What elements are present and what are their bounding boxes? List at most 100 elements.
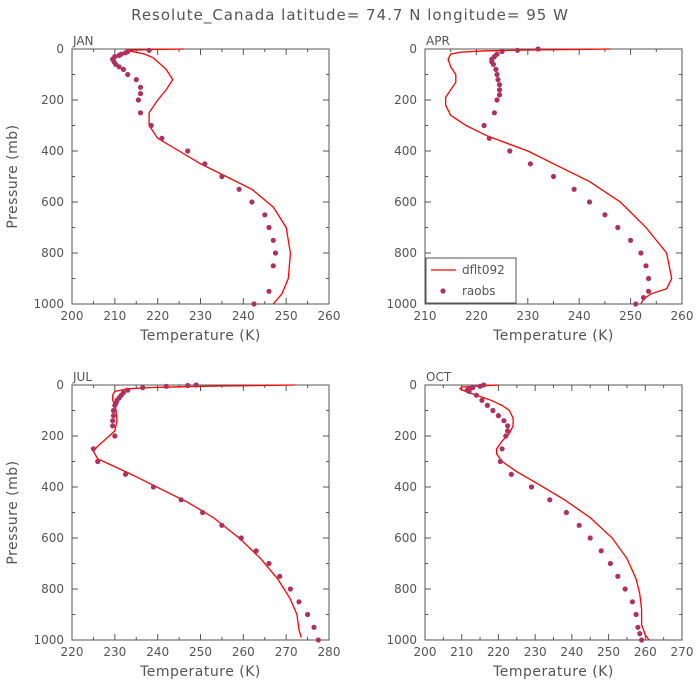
legend-label-obs: raobs [462, 284, 496, 298]
data-point [110, 418, 116, 424]
y-tick-label: 400 [41, 144, 64, 158]
data-point [628, 237, 634, 243]
y-tick-label: 800 [394, 582, 417, 596]
x-tick-label: 280 [318, 645, 341, 659]
x-tick-label: 260 [232, 645, 255, 659]
legend-label-model: dflt092 [462, 263, 505, 277]
data-point [116, 64, 122, 70]
x-tick-label: 240 [146, 645, 169, 659]
panel-label: JAN [72, 34, 94, 48]
data-point [178, 497, 184, 503]
x-tick-label: 210 [450, 645, 473, 659]
y-tick-label: 1000 [33, 297, 64, 311]
x-tick-label: 250 [275, 309, 298, 323]
data-point [495, 413, 501, 419]
data-point [490, 407, 496, 414]
data-point [473, 392, 479, 398]
y-tick-label: 0 [409, 42, 417, 56]
data-point [251, 301, 257, 307]
y-axis-label: Pressure (mb) [5, 460, 21, 564]
series-line-dflt092 [458, 384, 650, 641]
data-point [125, 387, 131, 393]
x-tick-label: 200 [61, 309, 84, 323]
x-tick-label: 210 [103, 309, 126, 323]
data-point [615, 224, 621, 231]
data-point [137, 84, 144, 90]
x-tick-label: 210 [414, 309, 437, 323]
data-point [135, 97, 141, 103]
series-points-raobs [464, 382, 645, 643]
data-point [133, 77, 139, 83]
data-point [481, 122, 487, 129]
data-point [266, 560, 272, 567]
x-axis-label: Temperature (K) [139, 664, 261, 680]
data-point [587, 535, 593, 541]
data-point [137, 110, 144, 116]
data-point [122, 50, 129, 56]
x-axis-label: Temperature (K) [139, 328, 261, 344]
series-points-raobs [110, 47, 279, 307]
x-tick-label: 250 [597, 645, 620, 659]
data-point [110, 423, 116, 429]
data-point [112, 433, 118, 439]
y-tick-label: 1000 [33, 633, 64, 647]
data-point [576, 522, 582, 528]
data-point [547, 497, 553, 503]
data-point [146, 47, 152, 53]
series-line-dflt092 [444, 48, 673, 305]
data-point [311, 624, 317, 630]
y-tick-label: 0 [56, 42, 64, 56]
y-tick-label: 0 [409, 378, 417, 392]
data-point [219, 173, 225, 180]
data-point [639, 637, 645, 643]
data-point [315, 637, 321, 643]
data-point [236, 186, 242, 192]
data-point [493, 66, 499, 72]
x-tick-label: 270 [275, 645, 298, 659]
data-point [505, 423, 511, 429]
data-point [496, 92, 503, 98]
chart-panels: 200 210 220 230 240 250 260 0 200 400 600 800 1000 Te… [5, 34, 693, 680]
data-point [185, 382, 191, 389]
data-point [270, 263, 276, 269]
y-tick-label: 400 [394, 144, 417, 158]
y-tick-label: 600 [41, 195, 64, 209]
data-point [535, 46, 541, 52]
y-tick-label: 200 [394, 429, 417, 443]
data-point [185, 148, 191, 154]
y-tick-label: 600 [394, 195, 417, 209]
data-point [148, 122, 154, 129]
y-tick-label: 0 [56, 378, 64, 392]
data-point [508, 471, 514, 477]
data-point [140, 385, 146, 391]
data-point [122, 471, 129, 477]
x-tick-label: 220 [61, 645, 84, 659]
data-point [646, 275, 652, 282]
data-point [120, 66, 126, 72]
data-point [238, 535, 244, 541]
data-point [495, 77, 501, 83]
data-point [494, 97, 500, 103]
y-tick-label: 800 [394, 246, 417, 260]
x-tick-label: 230 [103, 645, 126, 659]
x-tick-label: 260 [318, 309, 341, 323]
data-point [262, 212, 268, 218]
series-line-dflt092 [92, 384, 302, 638]
data-point [266, 288, 272, 294]
x-tick-label: 230 [189, 309, 212, 323]
data-point [635, 624, 641, 630]
data-point [163, 383, 169, 389]
x-tick-label: 250 [189, 645, 212, 659]
y-tick-label: 400 [41, 480, 64, 494]
y-tick-label: 400 [394, 480, 417, 494]
data-point [193, 382, 199, 388]
y-tick-label: 800 [41, 246, 64, 260]
data-point [287, 586, 293, 592]
y-tick-label: 1000 [386, 633, 417, 647]
data-point [527, 161, 534, 167]
data-point [633, 611, 639, 618]
data-point [110, 413, 117, 419]
data-point [200, 509, 206, 516]
data-point [497, 458, 503, 465]
